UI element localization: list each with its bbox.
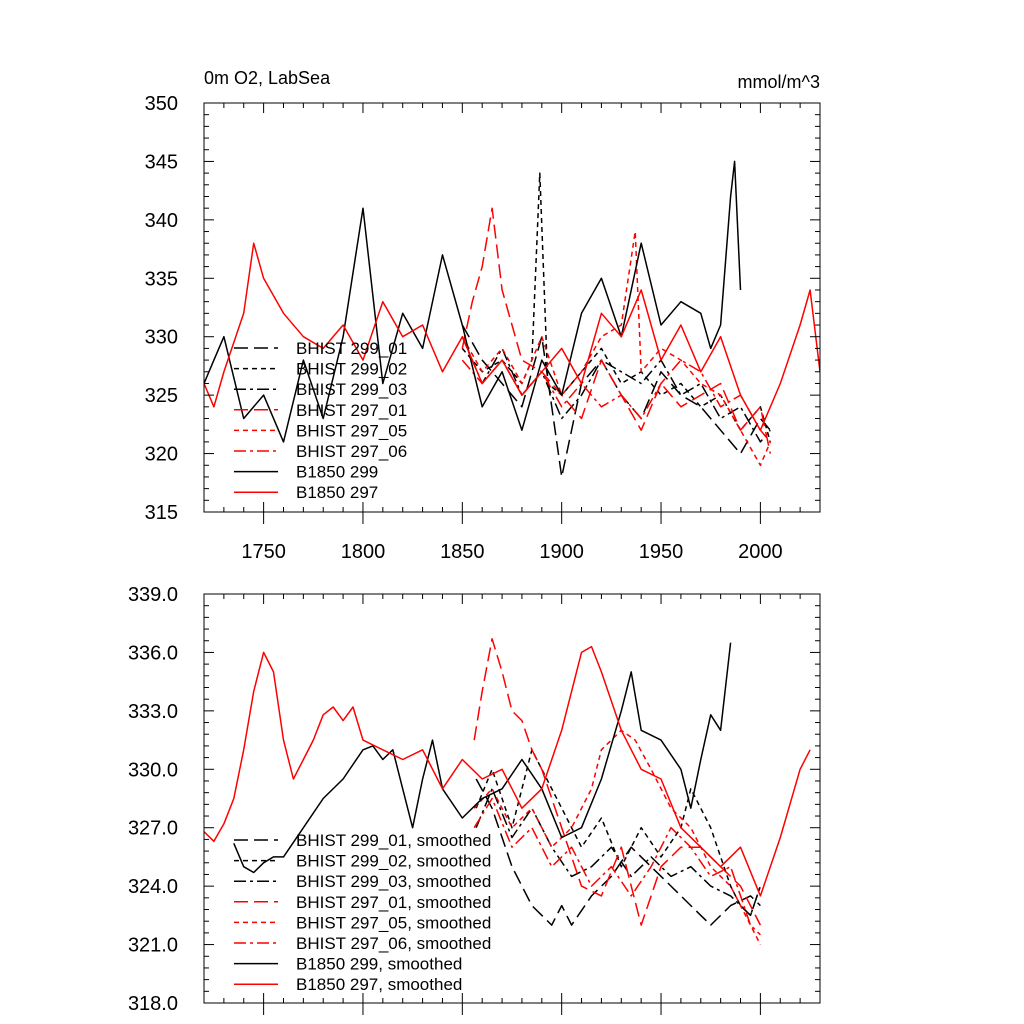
bottom-chart-panel: 318.0 321.0 324.0 327.0 330.0 333.0 336.0 339.0…: [128, 584, 821, 1015]
x-tick-label: 1800: [341, 541, 386, 563]
y-tick-label: 321.0: [128, 935, 178, 957]
series-line-b1850-299: [204, 160, 742, 443]
plot-frame: [203, 102, 821, 513]
x-tick-label: 1850: [440, 541, 485, 563]
series-line-b1850-299-smoothed: [233, 642, 732, 874]
y-tick-label: 345: [145, 151, 178, 173]
series-line-bhist-299-01-smoothed: [475, 778, 761, 926]
y-tick-label: 320: [145, 444, 178, 466]
x-tick-label: 1750: [241, 541, 286, 563]
x-tick-label: 2000: [738, 541, 783, 563]
legend-label: BHIST 299_01: [296, 339, 407, 358]
legend-label: BHIST 299_02, smoothed: [296, 852, 491, 871]
series-line-bhist-297-06-smoothed: [473, 797, 761, 936]
y-tick-label: 335: [145, 268, 178, 290]
series-line-bhist-299-03: [461, 336, 771, 443]
x-tick-label: 1900: [539, 541, 584, 563]
legend: BHIST 299_01, smoothed BHIST 299_02, smoo…: [234, 831, 491, 994]
top-chart-panel: 0m O2, LabSea mmol/m^3 315 320 325 330 335 34…: [145, 68, 821, 563]
top-chart-units: mmol/m^3: [738, 72, 820, 92]
legend-label: BHIST 297_01, smoothed: [296, 893, 491, 912]
legend-label: BHIST 299_03, smoothed: [296, 872, 491, 891]
y-tick-label: 330.0: [128, 759, 178, 781]
series-group: [204, 638, 811, 945]
legend-label: BHIST 297_05: [296, 421, 407, 440]
y-tick-label: 324.0: [128, 876, 178, 898]
legend-label: BHIST 297_01: [296, 401, 407, 420]
legend-label: BHIST 299_03: [296, 380, 407, 399]
x-tick-label: 1950: [639, 541, 684, 563]
legend-label: BHIST 297_06: [296, 442, 407, 461]
y-tick-label: 336.0: [128, 642, 178, 664]
y-tick-label: 318.0: [128, 993, 178, 1015]
series-line-bhist-299-03-smoothed: [475, 788, 762, 917]
y-tick-label: 333.0: [128, 701, 178, 723]
series-line-bhist-297-06: [461, 359, 771, 443]
series-line-b1850-297: [204, 242, 820, 431]
legend-label: BHIST 299_02: [296, 360, 407, 379]
y-tick-label: 325: [145, 385, 178, 407]
legend-label: B1850 297, smoothed: [296, 975, 462, 994]
series-line-b1850-297-smoothed: [204, 645, 811, 897]
legend-label: BHIST 299_01, smoothed: [296, 831, 491, 850]
legend-label: BHIST 297_05, smoothed: [296, 913, 491, 932]
series-line-bhist-297-01: [461, 207, 772, 454]
series-line-bhist-297-05: [461, 230, 771, 467]
y-tick-label: 350: [145, 93, 178, 115]
series-group: [204, 160, 820, 478]
plot-frame: [203, 593, 821, 1004]
y-tick-label: 339.0: [128, 584, 178, 606]
legend-label: B1850 297: [296, 483, 378, 502]
y-tick-label: 315: [145, 502, 178, 524]
legend-label: B1850 299: [296, 463, 378, 482]
top-chart-title: 0m O2, LabSea: [204, 68, 331, 88]
y-tick-label: 327.0: [128, 818, 178, 840]
y-tick-label: 330: [145, 327, 178, 349]
legend-label: B1850 299, smoothed: [296, 955, 462, 974]
legend-label: BHIST 297_06, smoothed: [296, 934, 491, 953]
y-tick-label: 340: [145, 210, 178, 232]
